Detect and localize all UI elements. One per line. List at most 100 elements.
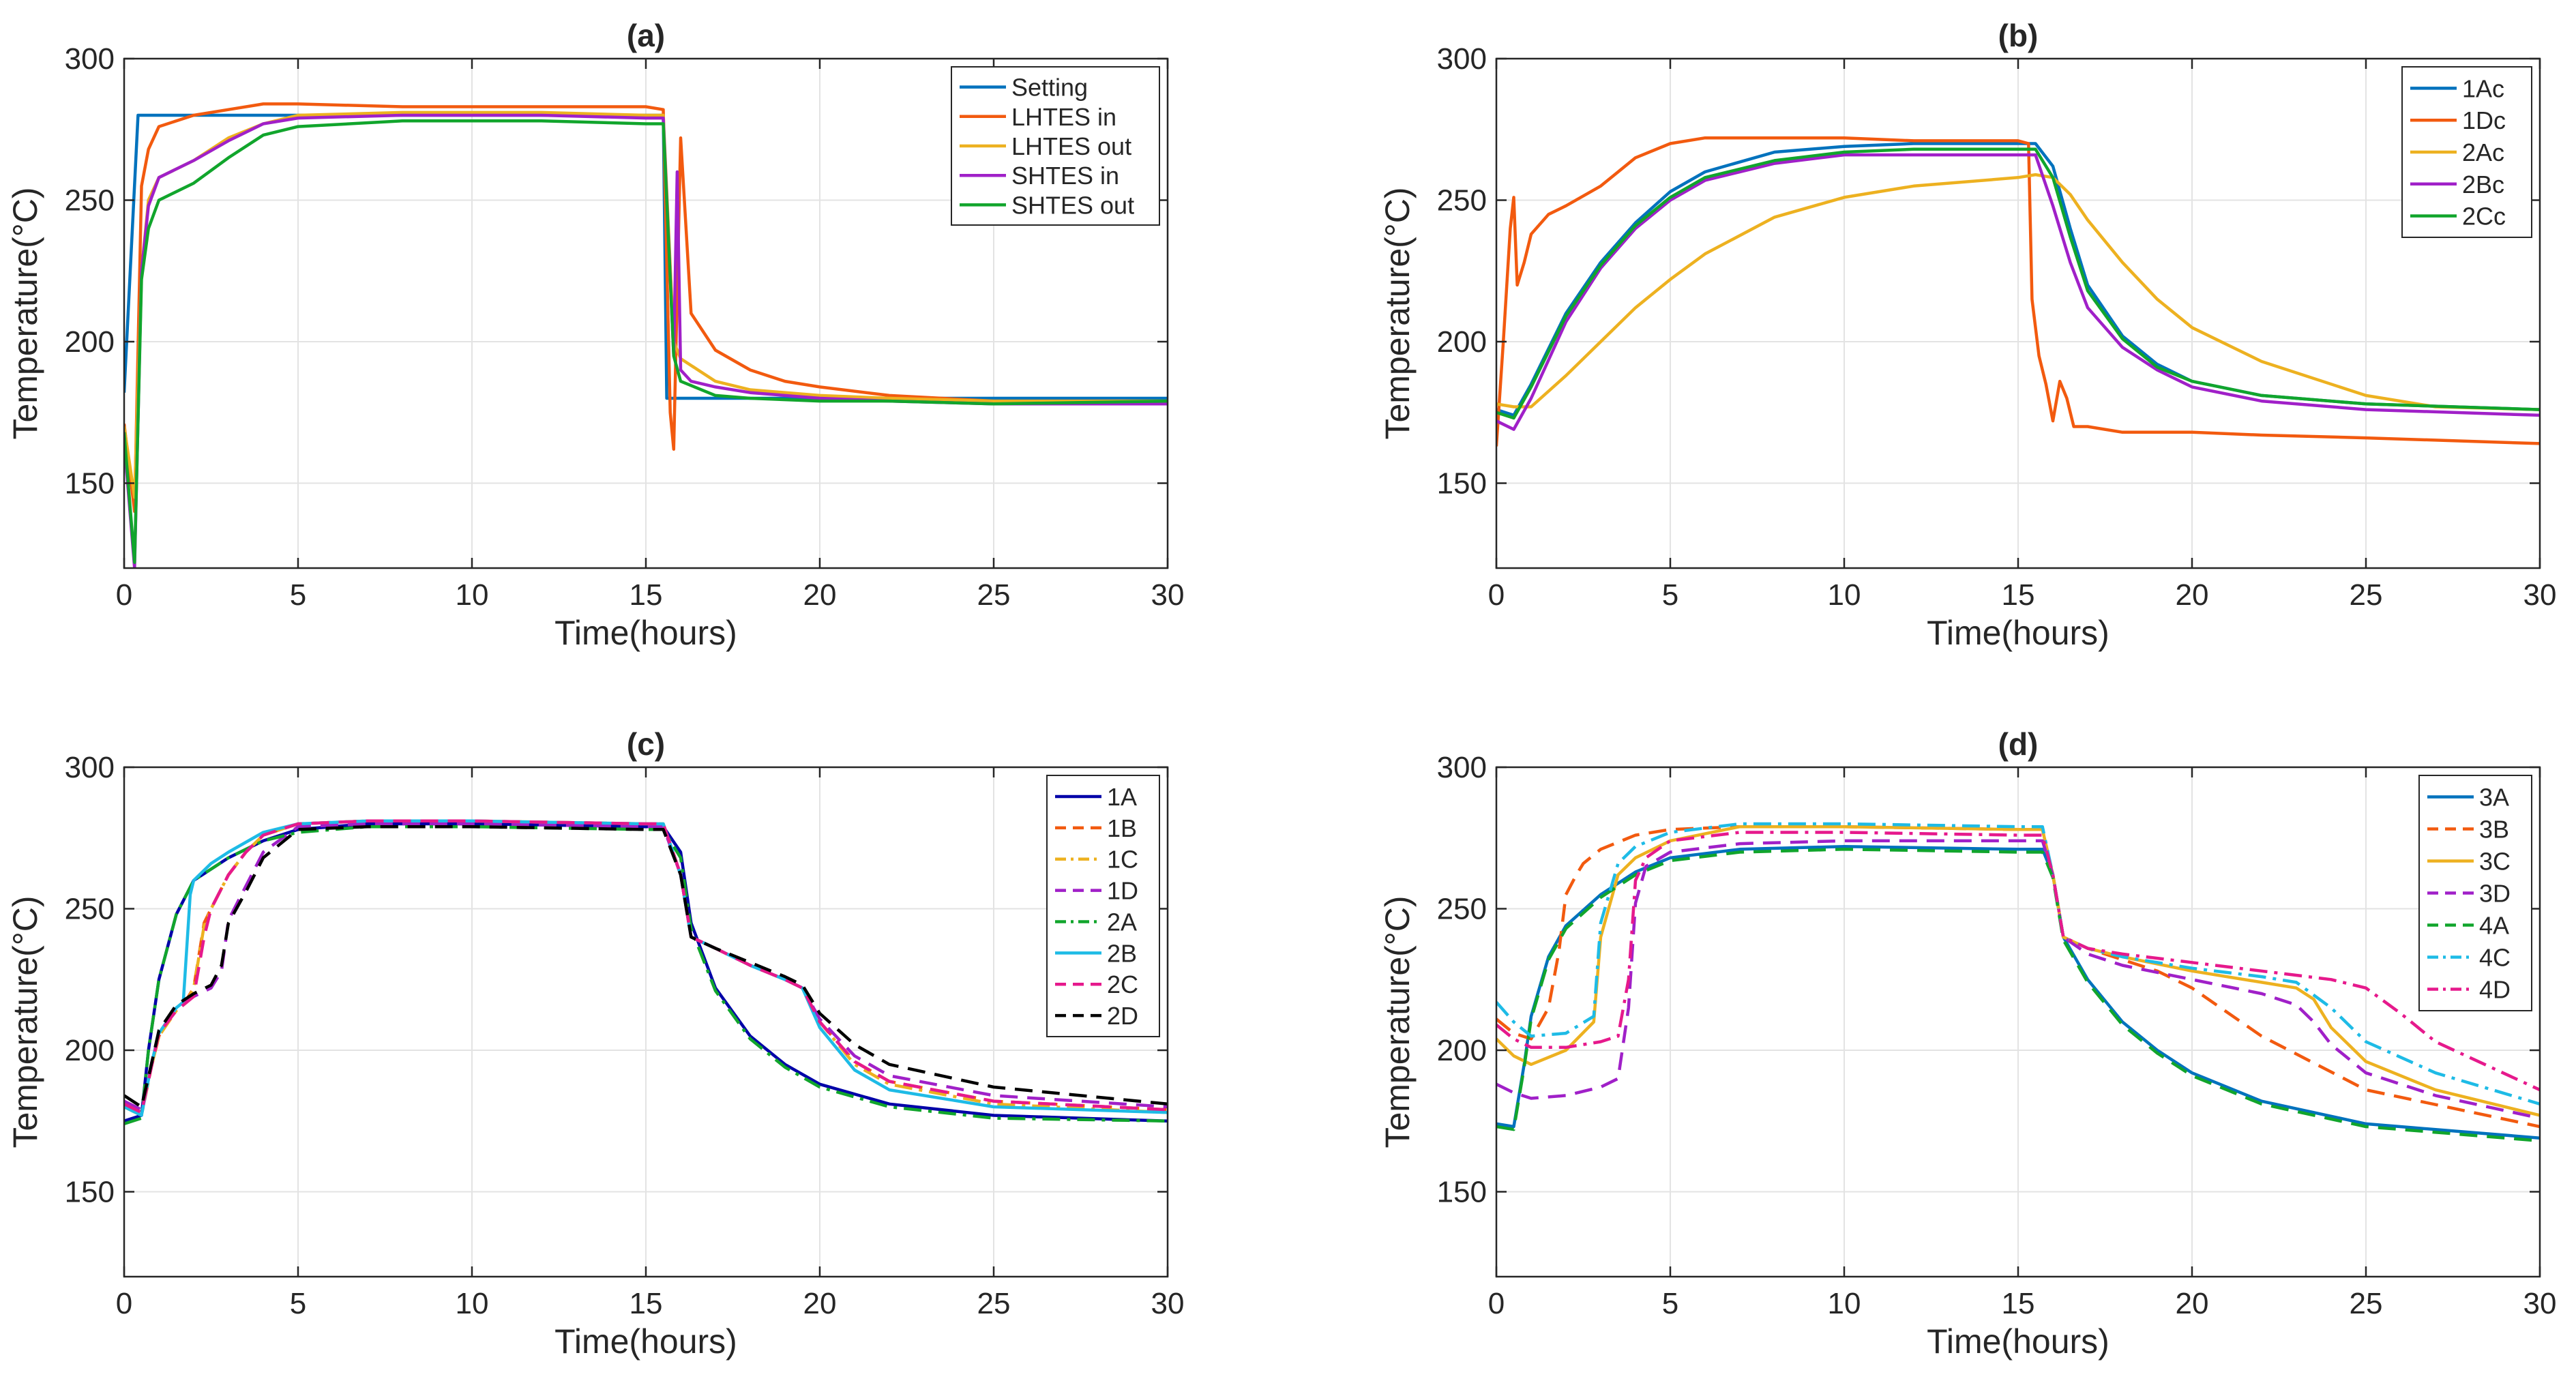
x-tick-label: 5 — [290, 578, 306, 612]
legend-label-LHTES out: LHTES out — [1011, 132, 1131, 160]
y-tick-label: 200 — [65, 325, 115, 359]
x-tick-label: 15 — [2002, 578, 2035, 612]
legend-label-3C: 3C — [2479, 848, 2511, 876]
chart-panel-3: 0 5 10 15 20 25 30 150 200 250 300 (c) Time(hours) Te… — [6, 726, 1184, 1361]
series-line-SHTES out — [124, 119, 1168, 564]
y-tick-label: 300 — [65, 751, 115, 784]
x-tick-label: 30 — [1151, 578, 1185, 612]
series-line-4D — [1496, 831, 2540, 1092]
series-lines — [1496, 822, 2540, 1143]
x-tick-label: 20 — [2176, 1287, 2209, 1320]
legend-label-Setting: Setting — [1011, 74, 1088, 102]
y-tick-label: 150 — [65, 1176, 115, 1209]
x-tick-label: 25 — [977, 1287, 1011, 1320]
x-tick-label: 0 — [1488, 578, 1505, 612]
x-tick-label: 0 — [1488, 1287, 1505, 1320]
x-tick-label: 5 — [290, 1287, 306, 1320]
x-tick-label: 20 — [803, 1287, 837, 1320]
series-lines — [124, 102, 1168, 568]
y-tick-label: 150 — [1437, 1176, 1487, 1209]
x-tick-label: 25 — [2350, 578, 2383, 612]
y-axis-label: Temperature(°C) — [1378, 187, 1417, 439]
legend-label-4C: 4C — [2479, 944, 2511, 972]
chart-title: (c) — [627, 726, 665, 762]
y-tick-label: 250 — [1437, 184, 1487, 218]
legend: 3A 3B 3C 3D 4A 4C 4D — [2418, 775, 2532, 1011]
legend-label-LHTES in: LHTES in — [1011, 103, 1116, 131]
y-axis-label: Temperature(°C) — [6, 895, 44, 1148]
legend-label-2Bc: 2Bc — [2462, 170, 2504, 198]
series-line-2D — [124, 825, 1168, 1109]
legend-label-2B: 2B — [1107, 939, 1137, 967]
x-tick-label: 15 — [630, 578, 663, 612]
series-line-2Bc — [1496, 153, 2540, 431]
x-tick-label: 10 — [456, 1287, 489, 1320]
legend-label-3D: 3D — [2479, 880, 2511, 908]
series-line-LHTES in — [124, 102, 1168, 514]
y-tick-label: 200 — [65, 1034, 115, 1067]
series-lines — [124, 819, 1168, 1126]
series-lines — [1496, 136, 2540, 447]
series-line-2C — [124, 819, 1168, 1114]
legend: 1Ac 1Dc 2Ac 2Bc 2Cc — [2401, 66, 2532, 238]
x-tick-label: 10 — [1828, 1287, 1861, 1320]
chart-title: (b) — [1998, 18, 2039, 53]
x-tick-label: 25 — [2350, 1287, 2383, 1320]
legend-label-2C: 2C — [1107, 970, 1138, 998]
x-tick-label: 15 — [2002, 1287, 2035, 1320]
x-tick-label: 10 — [1828, 578, 1861, 612]
series-line-SHTES in — [124, 113, 1168, 568]
chart-title: (d) — [1998, 726, 2039, 762]
legend-label-1C: 1C — [1107, 846, 1138, 874]
x-tick-label: 20 — [2176, 578, 2209, 612]
y-tick-label: 250 — [65, 184, 115, 218]
series-line-3D — [1496, 839, 2540, 1120]
legend-label-SHTES out: SHTES out — [1011, 191, 1134, 219]
x-tick-label: 15 — [630, 1287, 663, 1320]
series-line-4C — [1496, 822, 2540, 1105]
chart-panel-4: 0 5 10 15 20 25 30 150 200 250 300 (d) Time(hours) Te… — [1378, 726, 2556, 1361]
y-tick-label: 200 — [1437, 325, 1487, 359]
series-line-2Ac — [1496, 173, 2540, 411]
legend-label-2Cc: 2Cc — [2462, 203, 2506, 231]
series-line-2Cc — [1496, 147, 2540, 420]
x-tick-label: 30 — [2523, 1287, 2557, 1320]
series-line-1A — [124, 822, 1168, 1123]
y-tick-label: 150 — [1437, 467, 1487, 501]
x-tick-label: 0 — [116, 1287, 132, 1320]
legend-label-1D: 1D — [1107, 877, 1138, 905]
x-tick-label: 10 — [456, 578, 489, 612]
y-tick-label: 150 — [65, 467, 115, 501]
legend-label-1B: 1B — [1107, 814, 1137, 842]
x-axis-label: Time(hours) — [554, 1322, 737, 1361]
series-line-3A — [1496, 844, 2540, 1140]
legend-label-4D: 4D — [2479, 976, 2511, 1004]
y-tick-label: 300 — [1437, 42, 1487, 76]
series-line-2B — [124, 819, 1168, 1117]
x-tick-label: 0 — [116, 578, 132, 612]
legend-label-2D: 2D — [1107, 1002, 1138, 1030]
legend-box — [1046, 775, 1160, 1037]
x-axis-label: Time(hours) — [1927, 1322, 2109, 1361]
y-axis-label: Temperature(°C) — [1378, 895, 1417, 1148]
y-tick-label: 250 — [65, 893, 115, 926]
x-tick-label: 25 — [977, 578, 1011, 612]
legend-label-1A: 1A — [1107, 783, 1137, 811]
chart-panel-1: 0 5 10 15 20 25 30 150 200 250 300 (a) Time(hours) Te… — [6, 18, 1184, 652]
x-tick-label: 5 — [1662, 578, 1678, 612]
legend-label-2Ac: 2Ac — [2462, 138, 2504, 166]
x-axis-label: Time(hours) — [554, 614, 737, 652]
y-tick-label: 300 — [65, 42, 115, 76]
legend-label-3B: 3B — [2479, 816, 2509, 844]
legend-label-3A: 3A — [2479, 784, 2509, 812]
legend: 1A 1B 1C 1D 2A 2B 2C 2D — [1046, 775, 1160, 1037]
y-axis-label: Temperature(°C) — [6, 187, 44, 439]
x-tick-label: 20 — [803, 578, 837, 612]
x-tick-label: 30 — [1151, 1287, 1185, 1320]
y-tick-label: 250 — [1437, 893, 1487, 926]
legend-label-1Dc: 1Dc — [2462, 106, 2506, 134]
chart-panel-2: 0 5 10 15 20 25 30 150 200 250 300 (b) Time(hours) Te… — [1378, 18, 2556, 652]
chart-title: (a) — [627, 18, 665, 53]
series-line-1Dc — [1496, 136, 2540, 447]
